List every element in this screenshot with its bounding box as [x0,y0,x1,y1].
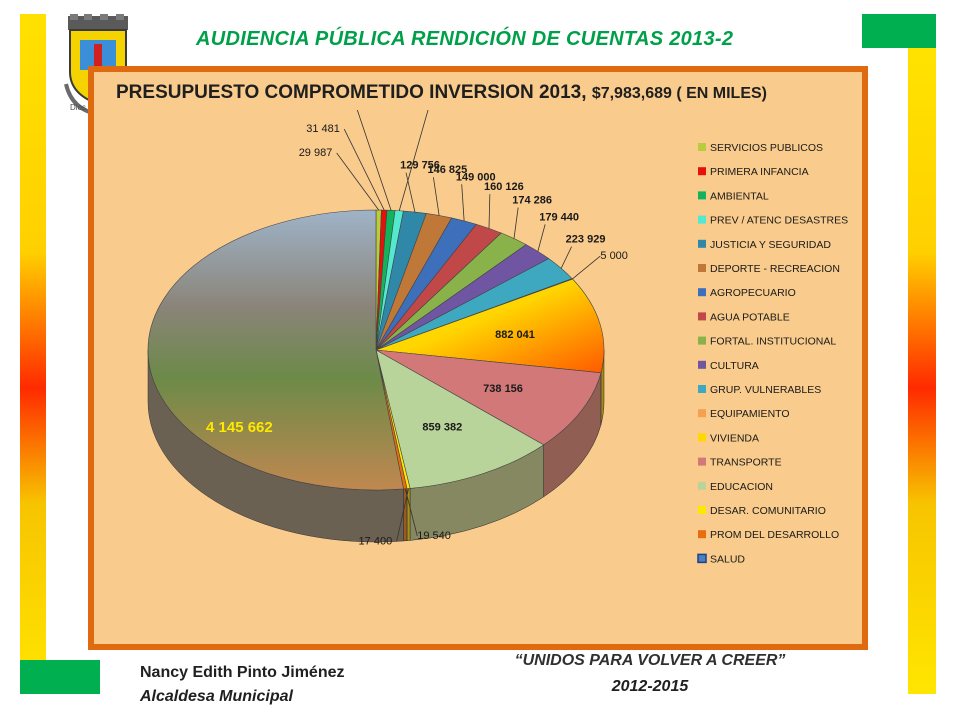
pie-side-shade-prom-del-desarrollo [403,488,408,541]
legend-swatch-fortal-institucional [698,336,706,345]
value-label-primera-infancia: 31 481 [306,123,340,135]
left-color-bar [20,14,46,694]
leader-deporte-recreacion [433,177,440,216]
value-label-fortal-institucional: 174 286 [512,195,552,207]
leader-prev-atenc-desastres [398,110,429,211]
slogan: “UNIDOS PARA VOLVER A CREER” [514,652,786,669]
mayor-role: Alcaldesa Municipal [140,688,293,705]
pie-side-shade-desar-comunitario [407,488,411,541]
legend-label-educacion: EDUCACION [710,481,773,493]
legend-swatch-educacion [698,481,706,490]
leader-equipamiento [572,255,601,280]
chart-title: PRESUPUESTO COMPROMETIDO INVERSION 2013,… [116,82,767,104]
leader-grup-vulnerables [560,246,572,269]
legend-swatch-grup-vulnerables [698,385,706,393]
pie-slice-educacion [375,349,545,489]
legend-swatch-desar-comunitario [698,506,706,514]
chart-legend: SERVICIOS PUBLICOS PRIMERA INFANCIA AMBIEN… [697,142,848,565]
legend-label-ambiental: AMBIENTAL [710,190,769,202]
legend-label-servicios-publicos: SERVICIOS PUBLICOS [710,142,823,154]
page-header-title: AUDIENCIA PÚBLICA RENDICIÓN DE CUENTAS 2… [196,28,734,50]
pie-slice-vivienda [375,278,605,374]
pie-layer [147,209,605,543]
legend-swatch-transporte [698,457,706,466]
leader-cultura [537,224,546,252]
chart-title-sub: $7,983,689 ( EN MILES) [591,85,767,102]
chart-title-main: PRESUPUESTO COMPROMETIDO INVERSION 2013, [116,82,592,103]
legend-swatch-agropecuario [698,288,706,297]
value-label-agropecuario: 149 000 [456,171,496,183]
value-label-educacion: 859 382 [422,422,462,434]
value-label-vivienda: 882 041 [495,329,535,341]
legend-label-transporte: TRANSPORTE [710,457,782,469]
left-green-corner [20,660,100,694]
leader-fortal-institucional [513,207,519,239]
term-years: 2012-2015 [611,678,689,695]
value-label-grup-vulnerables: 223 929 [566,234,606,246]
leader-agua-potable [488,194,491,229]
legend-label-grup-vulnerables: GRUP. VULNERABLES [710,384,821,396]
leader-justicia-y-seguridad [405,172,416,213]
legend-label-prom-del-desarrollo: PROM DEL DESARROLLO [710,529,839,541]
value-label-deporte-recreacion: 146 825 [428,164,468,176]
legend-label-deporte-recreacion: DEPORTE - RECREACION [710,263,840,275]
leader-servicios-publicos [336,152,380,211]
value-label-cultura: 179 440 [539,211,579,223]
value-label-desar-comunitario: 17 400 [359,536,393,548]
legend-label-agua-potable: AGUA POTABLE [710,311,790,323]
legend-label-desar-comunitario: DESAR. COMUNITARIO [710,505,826,517]
legend-swatch-servicios-publicos [698,143,706,151]
leader-ambiental [356,110,392,211]
leader-prom-del-desarrollo [404,488,418,536]
value-label-salud: 4 145 662 [206,419,273,436]
legend-swatch-primera-infancia [698,167,706,176]
legend-label-prev-atenc-desastres: PREV / ATENC DESASTRES [710,215,848,227]
logo-motto: Dios [70,103,86,112]
legend-swatch-equipamiento [698,409,706,418]
value-label-prom-del-desarrollo: 19 540 [417,530,451,542]
legend-swatch-ambiental [698,191,706,200]
legend-swatch-prom-del-desarrollo [698,530,706,539]
leader-primera-infancia [343,128,385,211]
pie-side-shade-vivienda [600,350,604,425]
legend-label-primera-infancia: PRIMERA INFANCIA [710,166,809,178]
legend-label-salud: SALUD [710,553,745,565]
mayor-name: Nancy Edith Pinto Jiménez [140,664,345,681]
pie-side-shade-educacion [410,444,544,541]
legend-swatch-justicia-y-seguridad [698,239,706,248]
legend-swatch-salud [697,553,707,564]
legend-label-fortal-institucional: FORTAL. INSTITUCIONAL [710,336,836,348]
legend-label-cultura: CULTURA [710,360,759,372]
legend-label-equipamiento: EQUIPAMIENTO [710,408,790,420]
legend-swatch-vivienda [698,433,706,442]
pie-slice-transporte [375,349,602,446]
legend-swatch-agua-potable [698,312,706,321]
value-label-servicios-publicos: 29 987 [299,147,333,159]
legend-swatch-cultura [698,360,706,369]
legend-swatch-prev-atenc-desastres [698,215,706,224]
legend-label-justicia-y-seguridad: JUSTICIA Y SEGURIDAD [710,239,831,251]
value-label-justicia-y-seguridad: 129 756 [400,160,440,172]
value-label-transporte: 738 156 [483,383,523,395]
leader-desar-comunitario [396,488,409,542]
value-label-equipamiento: 5 000 [600,250,628,262]
right-color-bar [908,14,936,694]
legend-label-agropecuario: AGROPECUARIO [710,287,796,299]
value-label-agua-potable: 160 126 [484,181,524,193]
pie-slice-salud [147,209,404,491]
legend-label-vivienda: VIVIENDA [710,432,759,444]
legend-swatch-deporte-recreacion [698,264,706,272]
right-green-corner [862,14,936,48]
leader-agropecuario [461,184,465,221]
